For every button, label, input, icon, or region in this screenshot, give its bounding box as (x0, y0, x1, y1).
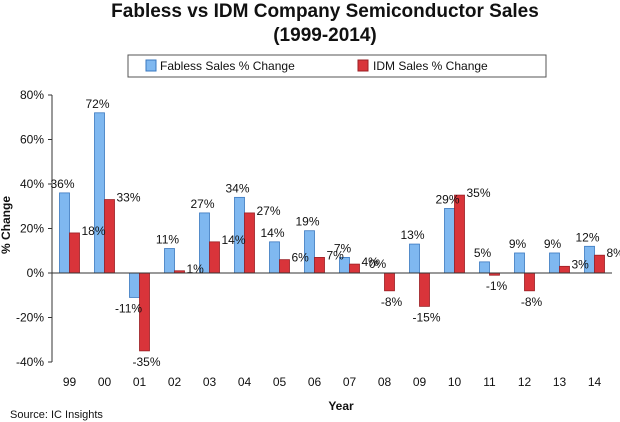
chart-title-line1: Fabless vs IDM Company Semiconductor Sal… (111, 1, 539, 22)
bar-fabless-05 (269, 241, 280, 274)
x-tick-label: 05 (273, 375, 287, 389)
y-tick-label: 20% (20, 222, 44, 236)
label-fabless-02: 11% (156, 233, 179, 247)
label-fabless-08: 0% (369, 257, 387, 271)
x-tick-label: 12 (518, 375, 532, 389)
bar-fabless-02 (164, 248, 175, 274)
bar-idm-04 (244, 212, 255, 274)
x-tick-label: 04 (238, 375, 252, 389)
label-idm-11: -1% (486, 279, 508, 293)
legend-box (127, 54, 547, 78)
bar-idm-05 (279, 259, 290, 274)
y-tick-label: 0% (27, 266, 45, 280)
bar-fabless-11 (479, 261, 490, 274)
label-fabless-14: 12% (575, 230, 599, 244)
label-idm-03: 14% (222, 233, 246, 247)
label-idm-10: 35% (467, 186, 491, 200)
x-tick-label: 09 (413, 375, 427, 389)
label-fabless-03: 27% (190, 197, 214, 211)
y-tick-label: 40% (20, 177, 44, 191)
label-fabless-10: 29% (435, 192, 459, 206)
legend-swatch-idm (357, 59, 369, 72)
label-fabless-05: 14% (260, 226, 284, 240)
y-axis: -40% -20% 0% 20% 40% 60% 80% (16, 88, 53, 369)
label-fabless-01: -11% (115, 301, 142, 315)
label-fabless-07: 7% (334, 241, 352, 255)
label-fabless-09: 13% (400, 228, 424, 242)
bar-fabless-00 (94, 112, 105, 274)
x-tick-label: 02 (168, 375, 182, 389)
x-tick-label: 13 (553, 375, 567, 389)
label-idm-09: -15% (412, 310, 440, 324)
label-idm-99: 18% (82, 224, 106, 238)
x-tick-label: 00 (98, 375, 112, 389)
label-idm-00: 33% (117, 191, 141, 205)
label-fabless-13: 9% (544, 237, 562, 251)
bar-fabless-09 (409, 243, 420, 274)
x-tick-label: 10 (448, 375, 462, 389)
label-idm-02: 1% (187, 262, 205, 276)
bar-idm-03 (209, 241, 220, 274)
y-axis-title: % Change (0, 196, 13, 254)
label-idm-14: 8% (607, 246, 620, 260)
x-tick-label: 14 (588, 375, 602, 389)
label-idm-13: 3% (572, 257, 590, 271)
legend-swatch-fabless (145, 59, 157, 72)
label-fabless-04: 34% (225, 181, 249, 195)
label-idm-12: -8% (521, 295, 543, 309)
y-tick-label: 60% (20, 133, 44, 147)
x-tick-label: 03 (203, 375, 217, 389)
data-labels: 36% 18% 72% 33% -11% -35% 11% 1% 27% 14% 34% 27% 14%… (50, 97, 620, 369)
y-tick-label: -40% (16, 355, 44, 369)
bar-idm-00 (104, 199, 115, 274)
bar-fabless-13 (549, 252, 560, 274)
label-idm-01: -35% (132, 355, 160, 369)
label-fabless-11: 5% (474, 246, 492, 260)
x-tick-label: 01 (133, 375, 147, 389)
label-fabless-12: 9% (509, 237, 527, 251)
label-idm-06: 7% (327, 248, 345, 262)
bar-fabless-01 (129, 272, 140, 298)
bar-idm-10 (454, 194, 465, 274)
label-fabless-00: 72% (85, 97, 109, 111)
bar-idm-14 (594, 254, 605, 274)
source-note: Source: IC Insights (10, 409, 103, 421)
y-tick-label: 80% (20, 88, 44, 102)
bar-idm-08 (384, 272, 395, 292)
x-tick-label: 11 (483, 375, 496, 389)
legend: Fabless Sales % Change IDM Sales % Chang… (127, 54, 547, 78)
label-idm-05: 6% (292, 251, 310, 265)
x-tick-label: 07 (343, 375, 357, 389)
label-idm-08: -8% (381, 295, 403, 309)
bar-idm-07 (349, 263, 360, 274)
bar-idm-09 (419, 272, 430, 307)
bar-fabless-12 (514, 252, 525, 274)
label-idm-07: 4% (362, 255, 380, 269)
chart-title-line2: (1999-2014) (273, 25, 377, 46)
x-axis-title: Year (328, 399, 354, 413)
x-tick-label: 99 (63, 375, 77, 389)
y-tick-label: -20% (16, 311, 44, 325)
bar-idm-12 (524, 272, 535, 292)
bar-fabless-99 (59, 192, 70, 274)
legend-label-fabless: Fabless Sales % Change (160, 59, 295, 73)
legend-label-idm: IDM Sales % Change (373, 59, 488, 73)
label-fabless-06: 19% (295, 215, 319, 229)
bar-fabless-10 (444, 208, 455, 274)
x-tick-label: 06 (308, 375, 322, 389)
bar-idm-13 (559, 265, 570, 274)
x-axis: 99 00 01 02 03 04 05 06 07 08 09 10 11 12 13 14 (52, 272, 612, 389)
bar-idm-06 (314, 257, 325, 274)
x-tick-label: 08 (378, 375, 392, 389)
bar-idm-99 (69, 232, 80, 274)
label-fabless-99: 36% (50, 177, 74, 191)
label-idm-04: 27% (257, 204, 281, 218)
